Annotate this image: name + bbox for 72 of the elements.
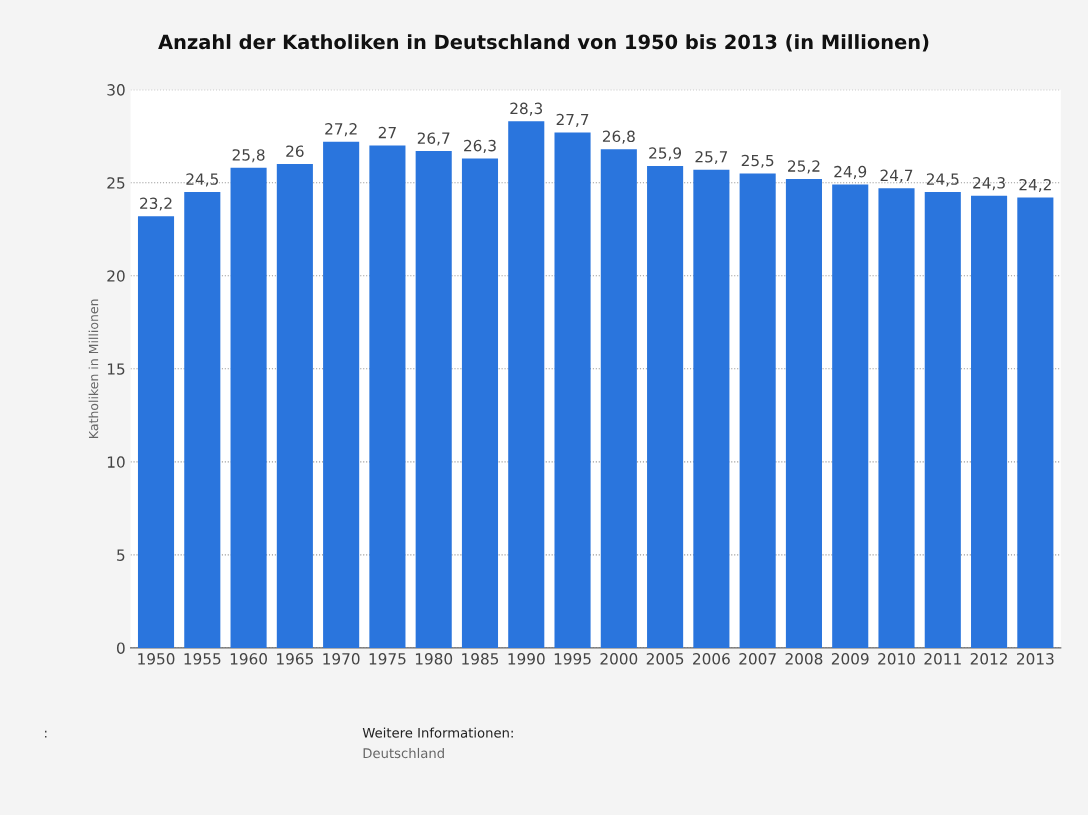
x-tick-label: 2012: [970, 653, 1007, 665]
data-label: 24,5: [926, 173, 959, 187]
data-label: 24,9: [834, 165, 867, 179]
y-tick-label: 20: [107, 270, 125, 282]
data-label: 25,8: [232, 149, 265, 163]
x-tick-label: 1965: [277, 653, 313, 665]
bar: [554, 132, 591, 648]
bar: [693, 169, 730, 648]
bar: [508, 121, 545, 648]
y-tick-label: 25: [107, 177, 125, 189]
x-tick-label: 2006: [693, 653, 730, 665]
bar: [461, 158, 499, 648]
data-label: 26: [286, 145, 304, 157]
data-label: 24,7: [880, 169, 913, 183]
bar: [323, 141, 360, 648]
bar: [184, 192, 221, 648]
x-tick-label: 2005: [646, 653, 684, 665]
data-label: 26,8: [602, 130, 635, 144]
x-tick-label: 1960: [230, 653, 267, 665]
y-tick-label: 30: [107, 84, 125, 96]
data-label: 26,7: [417, 132, 450, 146]
bar: [971, 195, 1008, 648]
data-label: 24,2: [1019, 178, 1051, 193]
text: Weitere Informationen:: [362, 727, 513, 738]
y-tick-label: 10: [107, 456, 125, 468]
x-tick-label: 2009: [831, 653, 869, 665]
x-tick-label: 2008: [785, 653, 823, 665]
x-tick-label: 1955: [184, 653, 221, 665]
x-tick-label: 2007: [739, 653, 776, 665]
data-label: 27: [378, 126, 396, 139]
x-tick-label: 1995: [554, 653, 591, 665]
x-tick-label: 1985: [462, 653, 499, 665]
chart-title: Anzahl der Katholiken in Deutschland von 1950 bis 2013 (in Millionen): [158, 34, 929, 52]
x-tick-label: 1975: [369, 653, 406, 665]
bar: [785, 178, 822, 648]
bar: [739, 173, 776, 648]
bar: [878, 188, 915, 648]
data-label: 27,7: [556, 113, 589, 127]
bar: [137, 216, 175, 648]
x-tick-label: 2011: [924, 653, 961, 665]
data-label: 28,3: [510, 102, 543, 116]
data-label: 25,9: [649, 147, 682, 161]
x-tick-label: 2000: [600, 653, 638, 665]
x-tick-label: 1980: [415, 653, 453, 665]
x-tick-label: 1990: [508, 653, 545, 665]
text: Deutschland: [363, 747, 444, 759]
bar: [230, 167, 267, 648]
data-label: 25,2: [788, 160, 820, 174]
text: :: [45, 730, 47, 738]
bar: [832, 184, 869, 648]
bar: [924, 192, 961, 648]
data-label: 24,3: [973, 177, 1005, 191]
bar: [276, 164, 313, 648]
y-tick-label: 5: [117, 549, 125, 561]
x-tick-label: 1970: [323, 653, 360, 665]
data-label: 26,3: [464, 139, 496, 153]
x-tick-label: 2013: [1017, 653, 1054, 665]
bar: [647, 165, 684, 648]
data-label: 25,7: [695, 150, 728, 165]
bar: [369, 145, 406, 648]
y-axis-title: Katholiken in Millionen: [88, 299, 99, 438]
x-tick-label: 1950: [138, 653, 175, 665]
bar: [600, 149, 637, 648]
data-label: 25,5: [741, 154, 774, 168]
y-tick-label: 15: [107, 363, 125, 375]
data-label: 24,5: [186, 173, 218, 187]
data-label: 23,2: [140, 197, 172, 211]
data-label: 27,2: [325, 123, 357, 137]
bar: [1017, 197, 1054, 648]
bar: [415, 151, 452, 648]
y-tick-label: 0: [116, 642, 125, 654]
x-tick-label: 2010: [878, 653, 915, 665]
